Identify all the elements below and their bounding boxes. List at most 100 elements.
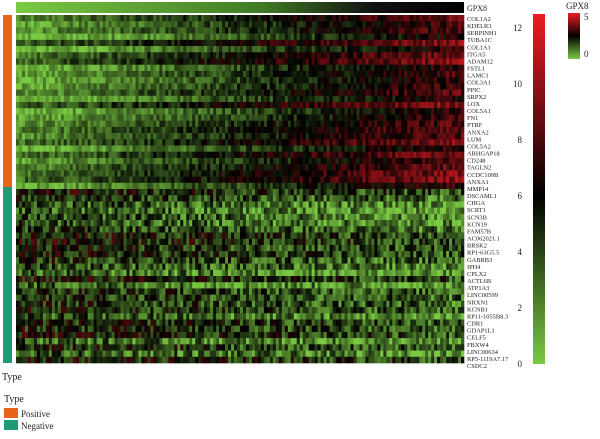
heatmap-cell xyxy=(16,126,20,134)
heatmap-cell xyxy=(260,77,265,84)
heatmap-cell xyxy=(410,207,414,215)
heatmap-cell xyxy=(225,64,229,72)
heatmap-cell xyxy=(413,15,417,22)
heatmap-cell xyxy=(269,120,274,128)
heatmap-cell xyxy=(398,164,402,171)
heatmap-cell xyxy=(219,189,223,196)
heatmap-cell xyxy=(275,151,280,159)
heatmap-cell xyxy=(260,189,265,196)
heatmap-cell xyxy=(341,195,345,202)
heatmap-cell xyxy=(257,195,262,202)
heatmap-cell xyxy=(299,157,304,165)
heatmap-cell xyxy=(30,39,35,47)
heatmap-cell xyxy=(446,201,450,208)
heatmap-cell xyxy=(90,220,94,227)
heatmap-cell xyxy=(57,170,62,177)
heatmap-cell xyxy=(81,70,85,78)
heatmap-cell xyxy=(338,151,342,159)
heatmap-cell xyxy=(66,139,71,146)
heatmap-cell xyxy=(401,170,405,177)
heatmap-cell xyxy=(132,195,136,202)
heatmap-cell xyxy=(335,102,339,109)
heatmap-cell xyxy=(254,201,259,208)
heatmap-cell xyxy=(380,145,384,153)
heatmap-cell xyxy=(326,77,330,84)
heatmap-cell xyxy=(287,58,292,66)
heatmap-cell xyxy=(204,102,208,109)
heatmap-cell xyxy=(204,207,208,215)
heatmap-cell xyxy=(446,52,450,59)
heatmap-cell xyxy=(150,157,154,165)
heatmap-cell xyxy=(51,95,56,103)
heatmap-cell xyxy=(314,176,318,184)
heatmap-cell xyxy=(446,58,450,66)
heatmap-cell xyxy=(162,102,166,109)
heatmap-cell xyxy=(57,95,62,103)
heatmap-cell xyxy=(305,126,309,134)
heatmap-cell xyxy=(150,120,154,128)
heatmap-cell xyxy=(129,33,133,41)
heatmap-cell xyxy=(299,58,304,66)
heatmap-cell xyxy=(186,33,190,41)
heatmap-cell xyxy=(284,213,289,221)
heatmap-cell xyxy=(410,95,414,103)
heatmap-cell xyxy=(108,182,112,190)
heatmap-cell xyxy=(138,207,142,215)
heatmap-cell xyxy=(16,220,20,227)
heatmap-cell xyxy=(216,39,220,47)
heatmap-cell xyxy=(180,95,184,103)
heatmap-cell xyxy=(335,15,339,22)
heatmap-cell xyxy=(33,170,38,177)
heatmap-cell xyxy=(323,195,327,202)
heatmap-cell xyxy=(174,207,178,215)
heatmap-cell xyxy=(186,164,190,171)
heatmap-cell xyxy=(240,120,244,128)
heatmap-cell xyxy=(278,213,283,221)
heatmap-cell xyxy=(63,151,68,159)
heatmap-cell xyxy=(413,70,417,78)
heatmap-cell xyxy=(93,33,97,41)
heatmap-cell xyxy=(99,220,103,227)
heatmap-cell xyxy=(189,213,193,221)
heatmap-cell xyxy=(401,27,405,34)
heatmap-cell xyxy=(33,52,38,59)
heatmap-cell xyxy=(207,21,211,28)
heatmap-cell xyxy=(183,102,187,109)
heatmap-cell xyxy=(440,15,444,22)
heatmap-cell xyxy=(210,114,214,121)
heatmap-cell xyxy=(410,21,414,28)
heatmap-cell xyxy=(93,139,97,146)
heatmap-cell xyxy=(293,176,298,184)
heatmap-cell xyxy=(153,108,157,115)
heatmap-cell xyxy=(320,89,324,97)
heatmap-cell xyxy=(257,33,262,41)
heatmap-cell xyxy=(84,213,88,221)
heatmap-cell xyxy=(135,195,139,202)
heatmap-cell xyxy=(413,126,417,134)
heatmap-cell xyxy=(410,52,414,59)
heatmap-cell xyxy=(248,164,253,171)
heatmap-cell xyxy=(335,164,339,171)
heatmap-cell xyxy=(458,52,462,59)
heatmap-cell xyxy=(69,77,74,84)
heatmap-cell xyxy=(332,133,336,140)
heatmap-cell xyxy=(416,70,420,78)
heatmap-cell xyxy=(257,95,262,103)
heatmap-cell xyxy=(120,52,124,59)
heatmap-cell xyxy=(263,189,268,196)
heatmap-cell xyxy=(234,189,238,196)
heatmap-cell xyxy=(156,33,160,41)
heatmap-cell xyxy=(344,201,348,208)
heatmap-cell xyxy=(21,89,26,97)
heatmap-cell xyxy=(192,89,196,97)
heatmap-cell xyxy=(320,114,324,121)
heatmap-cell xyxy=(248,207,253,215)
heatmap-cell xyxy=(392,64,396,72)
heatmap-cell xyxy=(422,64,426,72)
heatmap-cell xyxy=(231,58,235,66)
heatmap-cell xyxy=(18,220,23,227)
heatmap-cell xyxy=(359,207,363,215)
heatmap-cell xyxy=(362,108,366,115)
heatmap-cell xyxy=(177,207,181,215)
heatmap-cell xyxy=(341,151,345,159)
